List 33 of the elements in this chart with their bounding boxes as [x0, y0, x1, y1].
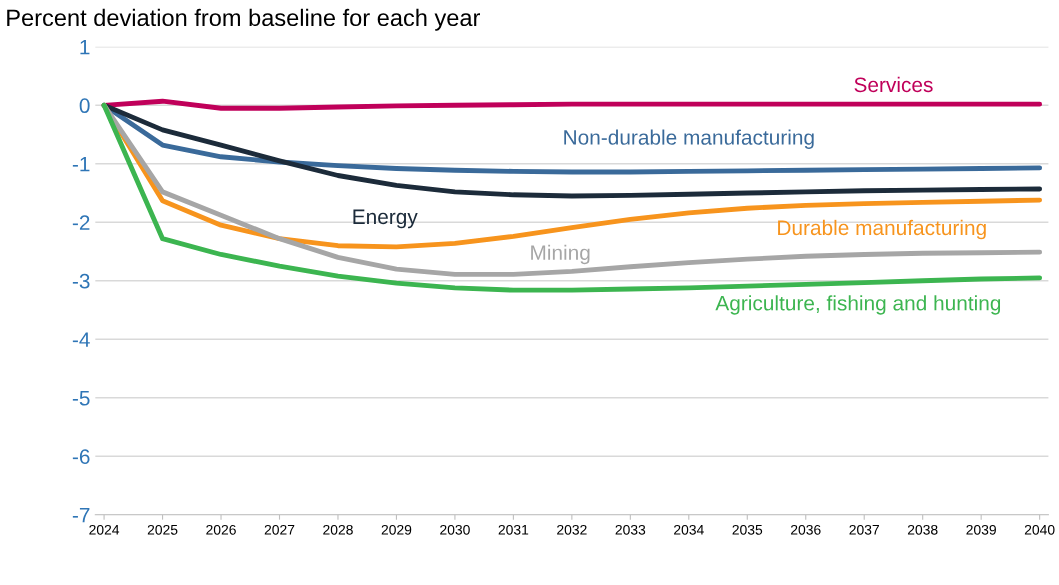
series-label: Durable manufacturing	[778, 219, 986, 240]
x-tick-label: 2031	[498, 524, 529, 535]
y-tick-label: -5	[72, 391, 90, 406]
y-tick-label: -2	[72, 215, 90, 230]
chart-title: Percent deviation from baseline for each year	[7, 8, 481, 31]
y-tick-label: -1	[72, 157, 90, 172]
x-tick-label: 2026	[206, 524, 236, 535]
x-tick-label: 2034	[674, 524, 704, 535]
series-label: Non-durable manufacturing	[564, 129, 814, 149]
x-tick-label: 2032	[557, 524, 587, 535]
x-tick-label: 2033	[615, 524, 646, 535]
y-tick-label: -4	[72, 332, 90, 347]
x-tick-label: 2037	[849, 524, 879, 535]
y-tick-label: 0	[79, 98, 90, 114]
y-tick-label: -7	[72, 508, 90, 523]
x-tick-label: 2040	[1024, 524, 1055, 535]
x-tick-label: 2035	[732, 524, 763, 535]
y-tick-label: -3	[72, 273, 90, 289]
x-tick-label: 2025	[147, 524, 178, 535]
y-tick-label: -6	[72, 449, 90, 465]
x-tick-label: 2027	[264, 524, 295, 535]
x-tick-label: 2038	[907, 524, 938, 535]
series-label: Services	[854, 76, 933, 93]
x-tick-label: 2039	[966, 524, 996, 535]
x-tick-label: 2030	[440, 524, 470, 535]
x-tick-label: 2028	[323, 524, 353, 535]
y-tick-label: 1	[80, 40, 90, 55]
x-tick-label: 2029	[381, 524, 412, 535]
series-label: Agriculture, fishing and hunting	[715, 295, 1001, 315]
x-tick-label: 2024	[89, 524, 120, 535]
series-label: Energy	[353, 209, 418, 229]
x-tick-label: 2036	[791, 524, 821, 535]
series-label: Mining	[531, 244, 590, 265]
